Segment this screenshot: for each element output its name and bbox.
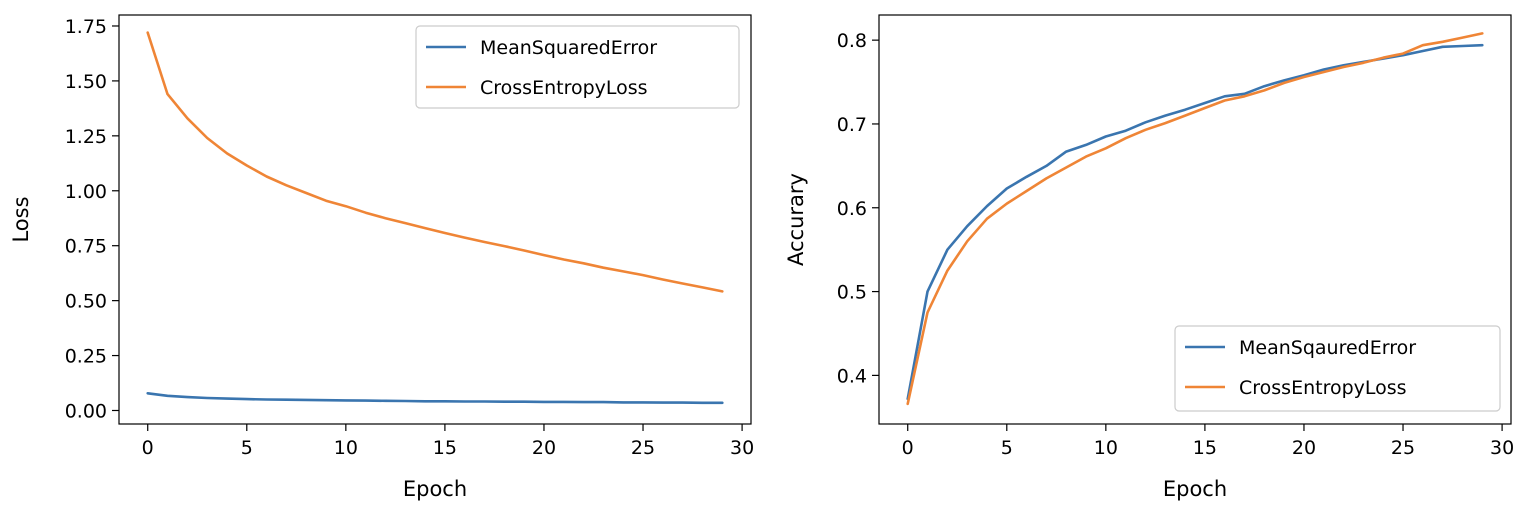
y-tick-label: 0.25 — [65, 346, 107, 368]
series-line-crossentropyloss — [906, 32, 1484, 406]
legend-box — [415, 25, 740, 109]
accuracy-y-axis-label: Accurary — [784, 173, 808, 266]
series-line-meansquarederror — [146, 391, 724, 405]
x-tick-label: 25 — [631, 437, 655, 459]
x-tick-label: 0 — [142, 437, 154, 459]
x-tick-label: 25 — [1391, 437, 1415, 459]
x-tick-label: 20 — [1292, 437, 1316, 459]
y-tick-label: 0.8 — [837, 30, 867, 52]
loss-axes-frame — [118, 14, 752, 425]
y-tick-label: 1.25 — [65, 126, 107, 148]
y-tick-label: 0.50 — [65, 291, 107, 313]
accuracy-plot-lines — [906, 32, 1484, 406]
legend-label-crossentropyloss: CrossEntropyLoss — [480, 77, 648, 99]
x-tick-label: 10 — [1094, 437, 1118, 459]
x-tick-label: 5 — [1001, 437, 1013, 459]
x-tick-label: 5 — [241, 437, 253, 459]
loss-x-axis-label: Epoch — [403, 477, 467, 501]
y-tick-label: 1.00 — [65, 181, 107, 203]
accuracy-chart: 0 5 10 15 20 25 30 0.4 0.5 0.6 0.7 0.8 MeanSqauredE… — [784, 14, 1514, 501]
x-tick-label: 15 — [1193, 437, 1217, 459]
accuracy-ticks: 0 5 10 15 20 25 30 0.4 0.5 0.6 0.7 0.8 — [837, 30, 1514, 459]
accuracy-axes-frame — [878, 14, 1512, 425]
legend-label-crossentropyloss: CrossEntropyLoss — [1239, 377, 1407, 399]
y-tick-label: 0.00 — [65, 400, 107, 422]
loss-legend: MeanSquaredError CrossEntropyLoss — [415, 25, 740, 109]
y-tick-label: 0.6 — [837, 198, 867, 220]
loss-y-axis-label: Loss — [9, 196, 33, 242]
x-tick-label: 20 — [532, 437, 556, 459]
x-tick-label: 0 — [902, 437, 914, 459]
y-tick-label: 1.50 — [65, 71, 107, 93]
loss-plot-lines — [146, 31, 724, 405]
accuracy-legend: MeanSqauredError CrossEntropyLoss — [1174, 325, 1501, 412]
legend-box — [1174, 325, 1501, 412]
x-tick-label: 30 — [730, 437, 754, 459]
x-tick-label: 10 — [334, 437, 358, 459]
legend-label-meansquarederror: MeanSquaredError — [480, 37, 657, 59]
loss-ticks: 0 5 10 15 20 25 30 0.00 0.25 0.50 0.75 1.00 1.25 1.50… — [65, 16, 754, 459]
series-line-crossentropyloss — [146, 31, 724, 293]
loss-chart: 0 5 10 15 20 25 30 0.00 0.25 0.50 0.75 1.00 1.25 1.50… — [9, 14, 754, 501]
x-tick-label: 15 — [433, 437, 457, 459]
legend-label-meansqaurederror: MeanSqauredError — [1239, 337, 1416, 359]
y-tick-label: 1.75 — [65, 16, 107, 38]
y-tick-label: 0.5 — [837, 282, 867, 304]
x-tick-label: 30 — [1490, 437, 1514, 459]
y-tick-label: 0.75 — [65, 236, 107, 258]
accuracy-x-axis-label: Epoch — [1163, 477, 1227, 501]
y-tick-label: 0.4 — [837, 365, 867, 387]
y-tick-label: 0.7 — [837, 114, 867, 136]
